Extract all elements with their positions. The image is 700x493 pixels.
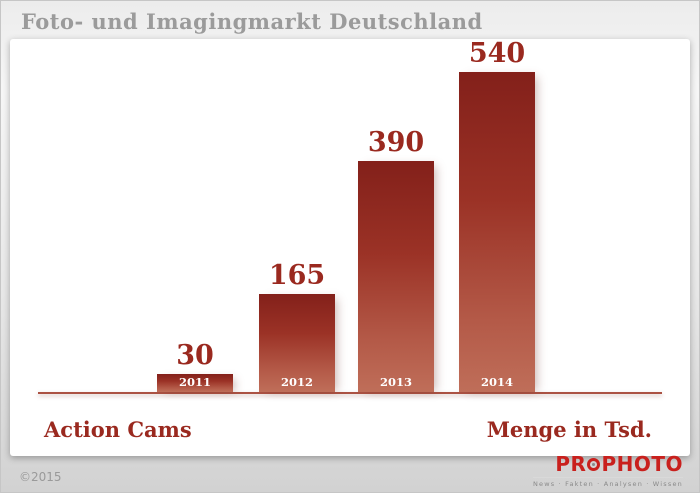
bar-year-label: 2012	[280, 374, 313, 389]
bar-chart: 30 2011 165 2012 390 2013 540 2014	[10, 40, 690, 394]
aperture-icon	[587, 457, 601, 471]
bar-2013: 2013	[358, 161, 434, 392]
copyright-text: ©2015	[19, 470, 62, 484]
bar-year-label: 2013	[379, 374, 412, 389]
bar-value-label: 390	[367, 127, 425, 158]
bar-value-label: 165	[268, 260, 326, 291]
x-axis-line	[38, 392, 662, 394]
bar-year-label: 2011	[178, 374, 211, 389]
prophoto-logo: PR PHOTO News · Fakten · Analysen · Wiss…	[532, 454, 683, 488]
bar-year-label: 2014	[480, 374, 513, 389]
logo-tagline: News · Fakten · Analysen · Wissen	[532, 477, 683, 488]
page-title: Foto- und Imagingmarkt Deutschland	[21, 9, 483, 34]
footer: ©2015 PR PHOTO News · Fakten · Analysen …	[1, 454, 699, 492]
bar-group-2011: 30 2011	[157, 342, 233, 392]
y-axis-unit-label: Menge in Tsd.	[486, 417, 652, 442]
prophoto-logo-text: PR PHOTO	[533, 454, 683, 474]
logo-text-pr: PR	[555, 452, 587, 476]
bar-2011: 2011	[157, 374, 233, 392]
logo-text-photo: PHOTO	[601, 452, 683, 476]
bar-value-label: 540	[468, 38, 526, 69]
bar-2014: 2014	[459, 72, 535, 392]
x-axis-label-left: Action Cams	[44, 417, 192, 442]
chart-card: 30 2011 165 2012 390 2013 540 2014 Action Cams …	[10, 39, 690, 456]
bar-group-2013: 390 2013	[358, 129, 434, 392]
bar-group-2012: 165 2012	[259, 262, 335, 392]
bar-value-label: 30	[176, 340, 214, 371]
bar-group-2014: 540 2014	[459, 40, 535, 392]
bar-2012: 2012	[259, 294, 335, 392]
axis-label-row: Action Cams Menge in Tsd.	[10, 419, 690, 440]
